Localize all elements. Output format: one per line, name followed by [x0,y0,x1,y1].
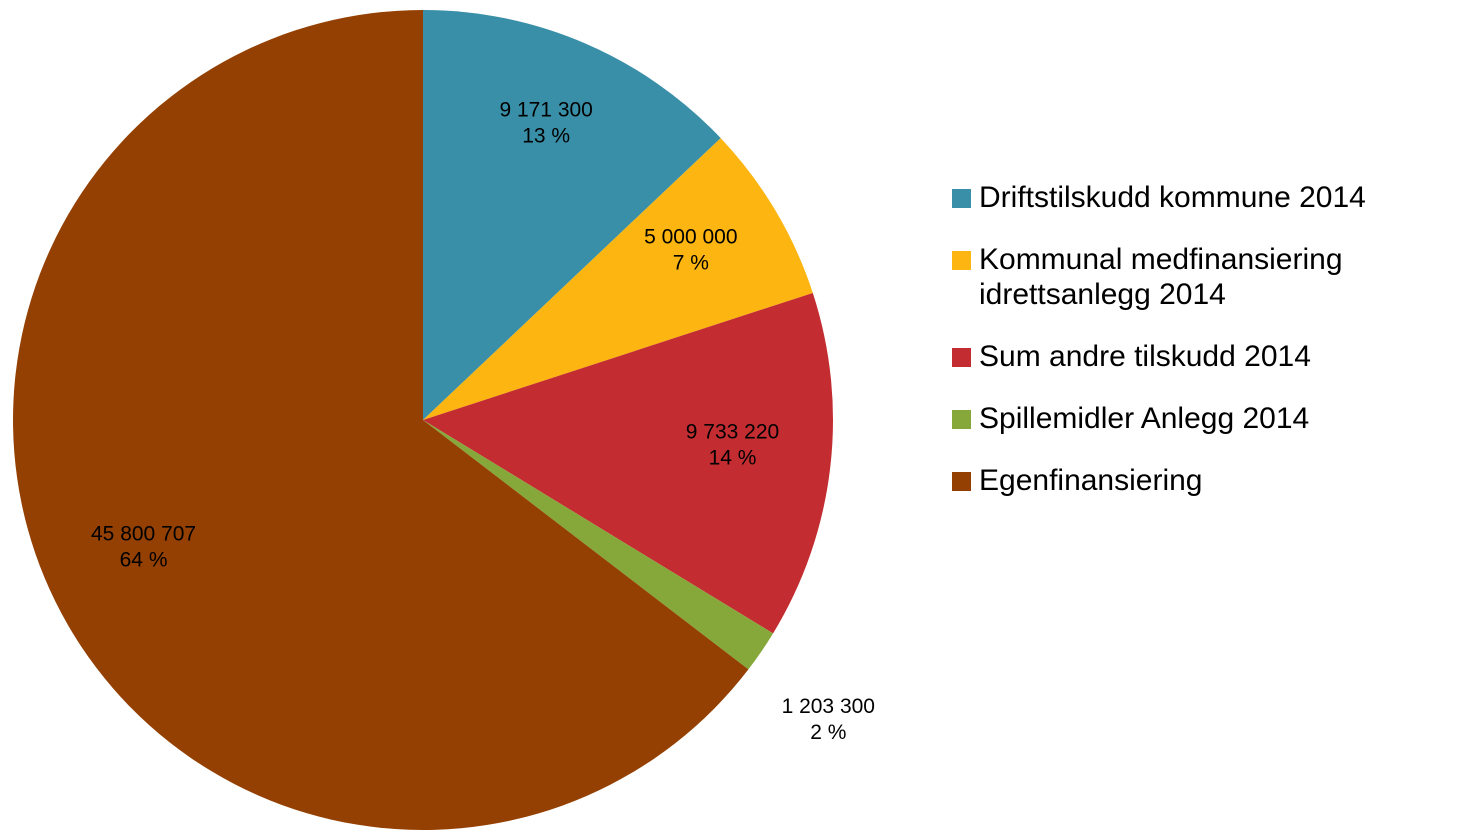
legend-swatch [952,472,971,491]
data-label: 14 % [709,447,757,470]
data-label: 1 203 300 [782,695,875,718]
legend-item: Spillemidler Anlegg 2014 [952,401,1452,436]
pie-area: 9 171 300 13 % 5 000 000 7 % 9 733 220 14 % 1 … [13,10,875,830]
legend-label: Spillemidler Anlegg 2014 [979,402,1310,435]
data-label: 64 % [120,548,168,571]
legend-label: Sum andre tilskudd 2014 [979,340,1311,373]
legend-item: Driftstilskudd kommune 2014 [952,180,1452,215]
data-label: 5 000 000 [644,225,737,248]
pie-slice [423,420,774,670]
pie-slice [423,10,721,420]
legend-label: Driftstilskudd kommune 2014 [979,181,1366,214]
data-label: 2 % [810,721,846,744]
data-label: 13 % [522,124,570,147]
pie-slice [423,292,833,634]
legend-item: Kommunal medfinansiering idrettsanlegg 2… [952,242,1452,312]
legend-label: Kommunal medfinansiering idrettsanlegg 2… [979,243,1343,311]
legend-item: Egenfinansiering [952,463,1452,498]
pie-slice [423,138,813,420]
data-label: 45 800 707 [91,522,196,545]
pie-slice [13,10,749,830]
legend-swatch [952,410,971,429]
legend-swatch [952,348,971,367]
legend-label: Egenfinansiering [979,464,1203,497]
legend-swatch [952,251,971,270]
legend-swatch [952,189,971,208]
data-label: 9 171 300 [499,98,592,121]
legend: Driftstilskudd kommune 2014 Kommunal medf… [952,180,1452,525]
data-label: 7 % [673,251,709,274]
legend-item: Sum andre tilskudd 2014 [952,339,1452,374]
data-label: 9 733 220 [686,421,779,444]
